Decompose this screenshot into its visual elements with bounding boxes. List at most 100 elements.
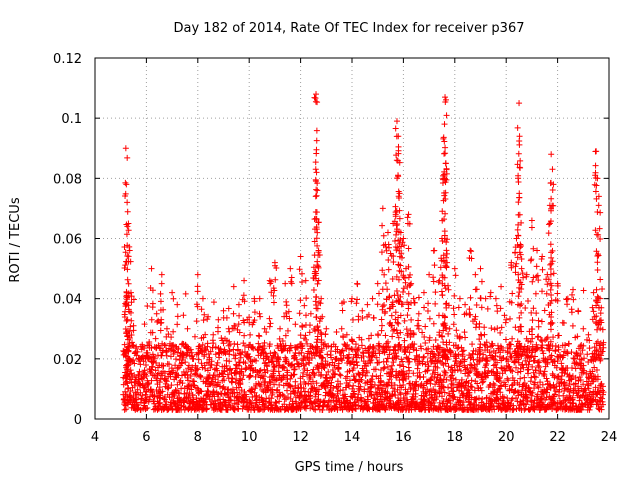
data-point-peak — [467, 247, 474, 254]
data-point — [348, 337, 355, 344]
data-point — [319, 361, 326, 368]
data-point — [335, 365, 342, 372]
data-point — [172, 387, 179, 394]
data-point-peak — [528, 217, 535, 224]
data-point — [145, 380, 152, 387]
data-point — [180, 312, 187, 319]
data-point-peak — [548, 151, 555, 158]
data-point — [473, 286, 480, 293]
data-point — [389, 385, 396, 392]
data-point — [547, 241, 554, 248]
data-point — [541, 307, 548, 314]
data-point — [241, 332, 248, 339]
data-point — [207, 348, 214, 355]
data-point — [215, 379, 222, 386]
data-point-peak — [122, 145, 129, 152]
data-point — [207, 364, 214, 371]
data-point — [440, 134, 447, 141]
data-point — [280, 392, 287, 399]
data-point — [169, 405, 176, 412]
data-point — [195, 356, 202, 363]
data-point — [535, 317, 542, 324]
data-point — [509, 395, 516, 402]
data-point — [252, 373, 259, 380]
data-point — [186, 390, 193, 397]
data-point — [402, 348, 409, 355]
data-point — [309, 378, 316, 385]
data-point — [314, 397, 321, 404]
data-point — [515, 232, 522, 239]
data-point-peak — [472, 271, 479, 278]
data-point — [408, 406, 415, 413]
data-point — [289, 398, 296, 405]
data-point — [535, 333, 542, 340]
data-point-peak — [314, 187, 321, 194]
data-point — [121, 264, 128, 271]
data-point — [397, 329, 404, 336]
data-point — [257, 367, 264, 374]
data-point — [172, 362, 179, 369]
data-point — [131, 360, 138, 367]
data-point — [536, 364, 543, 371]
data-point — [312, 193, 319, 200]
data-point — [354, 362, 361, 369]
data-point-peak — [313, 169, 320, 176]
data-point — [295, 385, 302, 392]
data-point — [351, 388, 358, 395]
y-tick-label: 0.12 — [53, 52, 82, 67]
x-tick-label: 12 — [292, 430, 309, 445]
data-point — [208, 361, 215, 368]
data-point — [404, 214, 411, 221]
y-tick-label: 0.04 — [53, 293, 82, 308]
data-point — [317, 398, 324, 405]
data-point — [443, 112, 450, 119]
data-point — [228, 397, 235, 404]
data-point — [170, 367, 177, 374]
data-point — [243, 393, 250, 400]
data-point — [330, 392, 337, 399]
data-point — [455, 304, 462, 311]
data-point — [515, 199, 522, 206]
data-point — [392, 392, 399, 399]
data-point — [349, 358, 356, 365]
data-point — [378, 327, 385, 334]
data-point — [281, 364, 288, 371]
data-point — [137, 389, 144, 396]
data-point — [166, 361, 173, 368]
data-point-peak — [163, 325, 170, 332]
data-point-peak — [282, 280, 289, 287]
data-point — [302, 380, 309, 387]
data-point — [443, 250, 450, 257]
data-point — [380, 365, 387, 372]
data-point — [372, 366, 379, 373]
data-point — [445, 286, 452, 293]
data-point — [375, 290, 382, 297]
data-point — [545, 230, 552, 237]
data-point — [432, 289, 439, 296]
data-point — [182, 359, 189, 366]
data-point — [380, 232, 387, 239]
data-point — [266, 323, 273, 330]
data-point — [125, 280, 132, 287]
data-point — [477, 295, 484, 302]
data-point — [271, 364, 278, 371]
data-point — [430, 320, 437, 327]
data-point-peak — [199, 295, 206, 302]
data-point — [395, 172, 402, 179]
data-point — [340, 299, 347, 306]
data-point — [191, 333, 198, 340]
data-point — [256, 368, 263, 375]
data-point-peak — [230, 283, 237, 290]
data-point-peak — [379, 205, 386, 212]
data-point — [528, 224, 535, 231]
data-point — [210, 299, 217, 306]
data-point — [531, 353, 538, 360]
data-point — [509, 335, 516, 342]
data-point-peak — [518, 265, 525, 272]
data-point — [452, 272, 459, 279]
data-point — [533, 263, 540, 270]
data-point — [395, 320, 402, 327]
data-point — [362, 372, 369, 379]
data-point — [364, 369, 371, 376]
data-point — [260, 373, 267, 380]
